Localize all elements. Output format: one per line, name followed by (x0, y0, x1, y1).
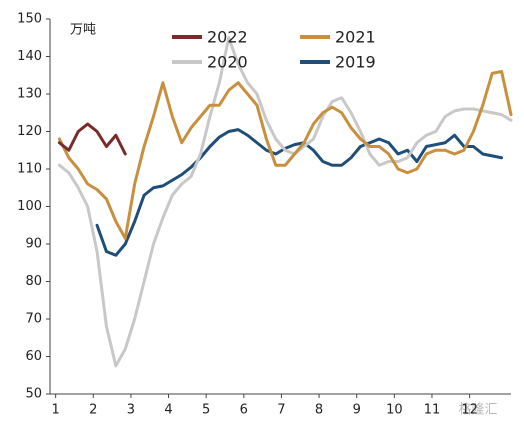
y-tick-label: 120 (17, 124, 42, 139)
series-line (95, 128, 504, 257)
y-tick-label: 130 (17, 87, 42, 102)
series-line (57, 36, 513, 368)
x-tick-label: 10 (386, 403, 403, 418)
x-tick-label: 11 (424, 403, 441, 418)
y-tick-label: 150 (17, 12, 42, 27)
legend-label: 2021 (335, 28, 376, 47)
watermark: 格隆汇 (458, 402, 497, 418)
y-tick-label: 90 (25, 237, 42, 252)
x-tick-label: 2 (89, 403, 97, 418)
y-axis-label: 万吨 (70, 23, 96, 38)
x-tick-label: 4 (164, 403, 172, 418)
x-tick-label: 5 (202, 403, 210, 418)
y-tick-label: 50 (25, 387, 42, 402)
legend-label: 2019 (335, 53, 376, 72)
series-line (57, 70, 513, 240)
x-tick-label: 6 (240, 403, 248, 418)
x-tick-label: 8 (315, 403, 323, 418)
x-tick-label: 12 (461, 403, 478, 418)
y-tick-label: 80 (25, 274, 42, 289)
series-line (57, 122, 127, 156)
x-tick-label: 3 (127, 403, 135, 418)
legend-label: 2022 (207, 28, 248, 47)
y-tick-label: 70 (25, 312, 42, 327)
x-tick-label: 1 (52, 403, 60, 418)
y-tick-label: 60 (25, 349, 42, 364)
y-tick-label: 100 (17, 199, 42, 214)
y-tick-label: 110 (17, 162, 42, 177)
x-tick-label: 7 (277, 403, 285, 418)
y-tick-label: 140 (17, 49, 42, 64)
legend-label: 2020 (207, 53, 248, 72)
x-tick-label: 9 (353, 403, 361, 418)
